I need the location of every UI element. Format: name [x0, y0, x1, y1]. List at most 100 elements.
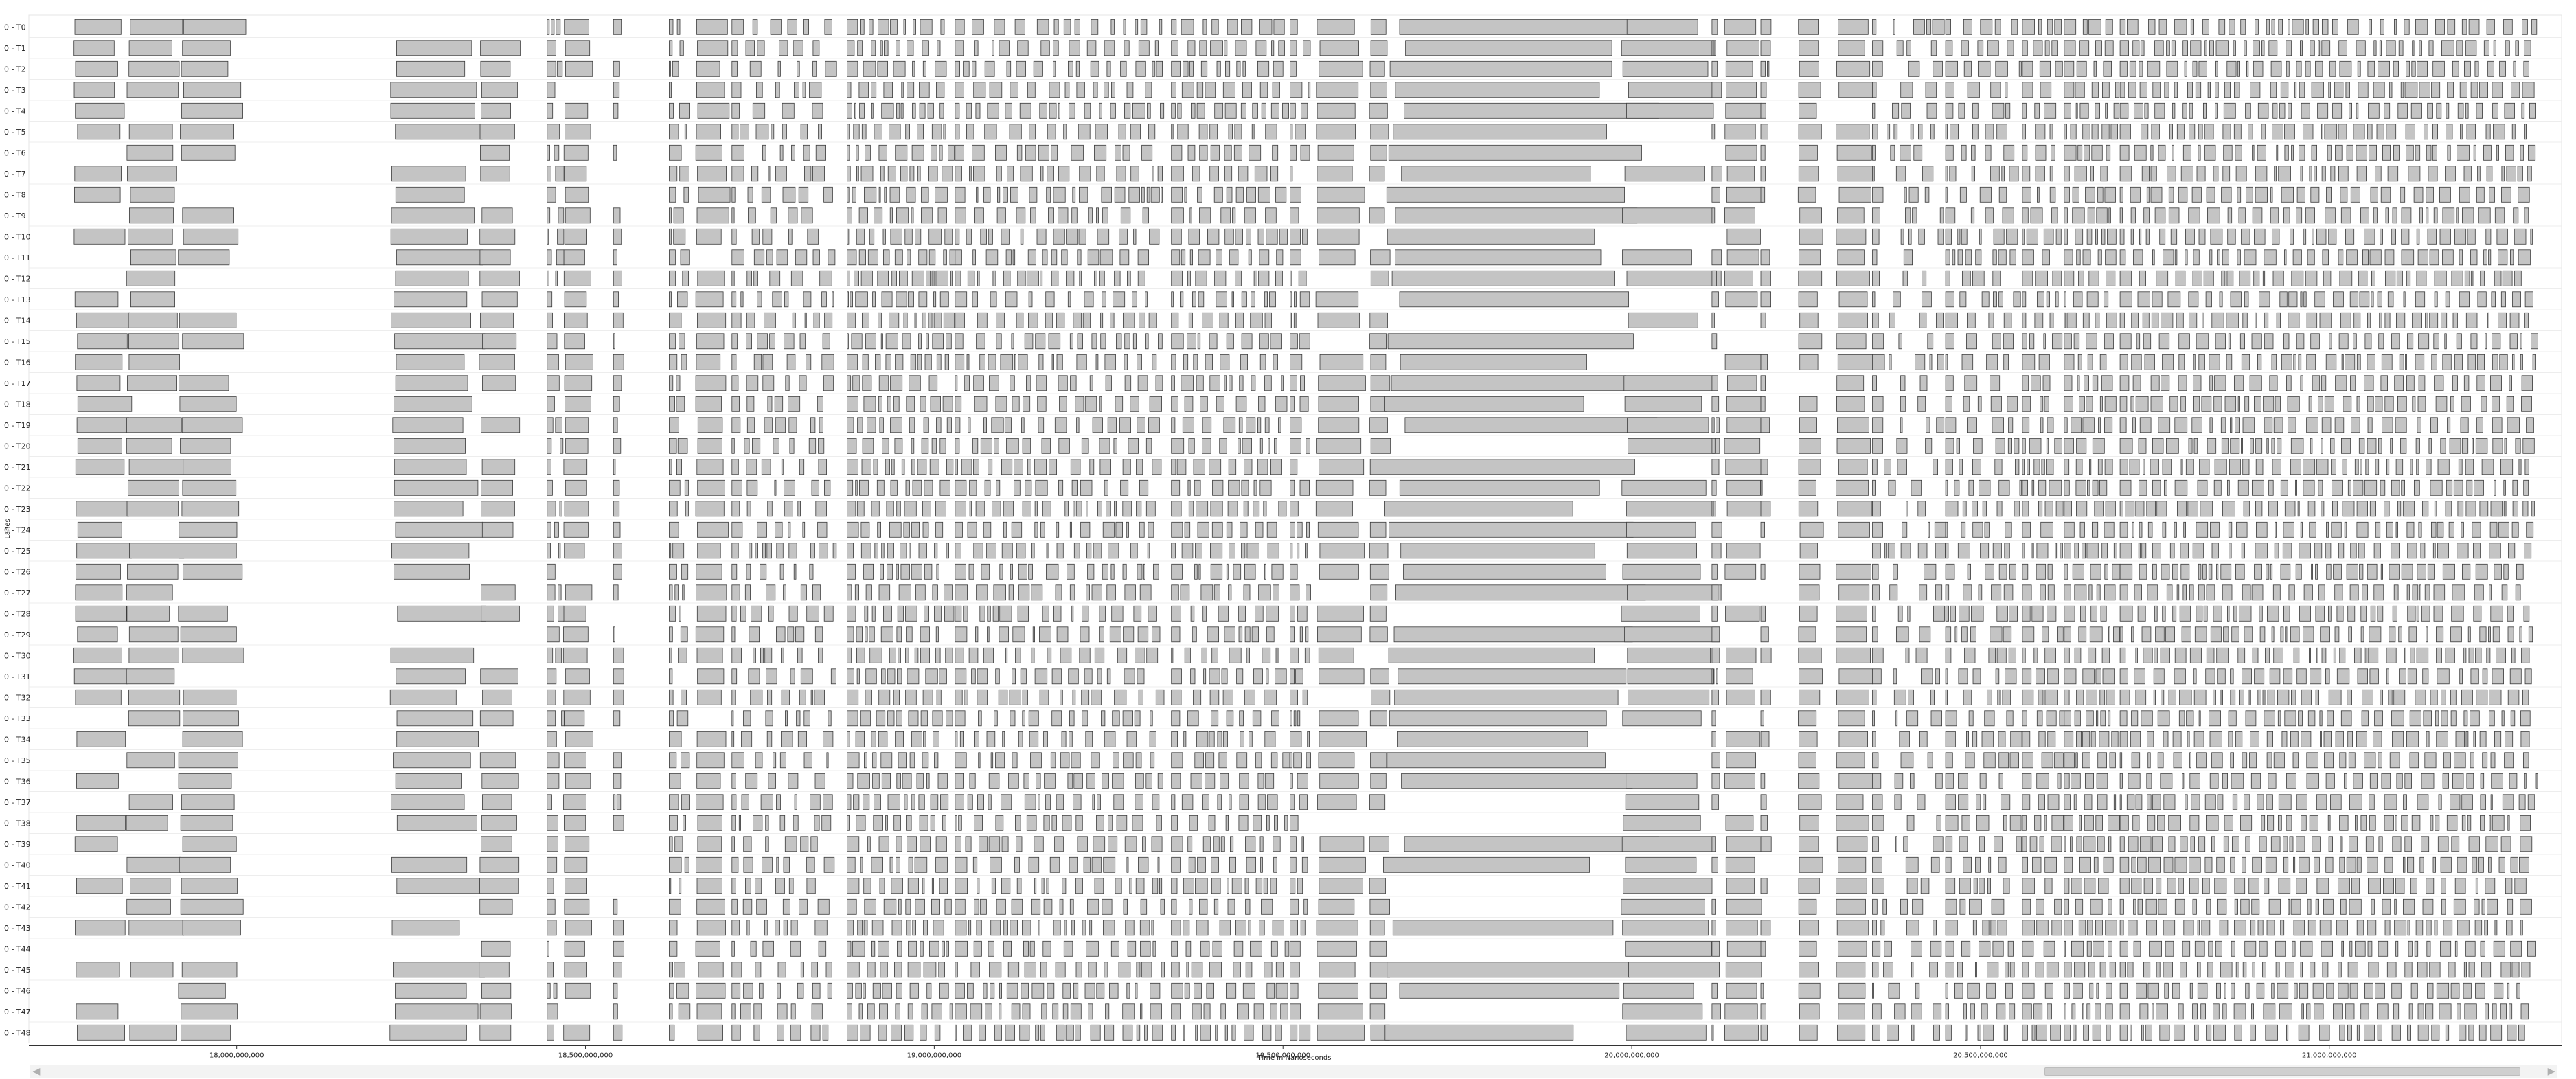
task-bar[interactable] — [2340, 438, 2351, 454]
task-bar[interactable] — [2268, 479, 2274, 496]
task-bar[interactable] — [2250, 920, 2256, 936]
task-bar[interactable] — [1308, 82, 1311, 98]
task-bar[interactable] — [985, 249, 999, 266]
task-bar[interactable] — [1226, 521, 1233, 538]
task-bar[interactable] — [1110, 940, 1119, 957]
task-bar[interactable] — [2491, 396, 2500, 412]
task-bar[interactable] — [2205, 668, 2215, 685]
task-bar[interactable] — [1227, 501, 1238, 517]
task-bar[interactable] — [889, 186, 900, 203]
task-bar[interactable] — [1711, 186, 1720, 203]
task-bar[interactable] — [1711, 920, 1716, 936]
task-bar[interactable] — [2108, 940, 2112, 957]
task-bar[interactable] — [1957, 249, 1963, 266]
task-bar[interactable] — [1103, 920, 1115, 936]
task-bar[interactable] — [2156, 962, 2161, 978]
task-bar[interactable] — [2239, 270, 2251, 286]
task-bar[interactable] — [2367, 940, 2373, 957]
task-bar[interactable] — [2071, 417, 2082, 433]
task-bar[interactable] — [2163, 962, 2174, 978]
task-bar[interactable] — [1998, 731, 2006, 747]
task-bar[interactable] — [2410, 459, 2413, 475]
task-bar[interactable] — [1222, 731, 1228, 747]
task-bar[interactable] — [2174, 647, 2187, 663]
task-bar[interactable] — [793, 40, 803, 56]
task-bar[interactable] — [1152, 166, 1154, 182]
task-bar[interactable] — [1106, 501, 1111, 517]
task-bar[interactable] — [1281, 375, 1284, 391]
task-bar[interactable] — [761, 459, 771, 475]
task-bar[interactable] — [1244, 878, 1249, 894]
task-bar[interactable] — [2022, 417, 2030, 433]
task-bar[interactable] — [2456, 40, 2463, 56]
task-bar[interactable] — [1253, 270, 1257, 286]
task-bar[interactable] — [788, 605, 798, 622]
task-bar[interactable] — [2104, 584, 2116, 601]
task-bar[interactable] — [562, 605, 586, 622]
task-bar[interactable] — [2119, 605, 2133, 622]
task-bar[interactable] — [1106, 60, 1111, 77]
task-bar[interactable] — [1055, 584, 1062, 601]
task-bar[interactable] — [1102, 563, 1108, 580]
task-bar[interactable] — [2105, 102, 2108, 119]
task-bar[interactable] — [914, 312, 917, 328]
task-bar[interactable] — [1122, 501, 1132, 517]
task-bar[interactable] — [2111, 731, 2119, 747]
task-bar[interactable] — [2503, 479, 2506, 496]
task-bar[interactable] — [2100, 166, 2108, 182]
task-bar[interactable] — [562, 647, 588, 663]
task-bar[interactable] — [2406, 521, 2415, 538]
task-bar[interactable] — [2043, 228, 2054, 245]
task-bar[interactable] — [779, 563, 784, 580]
task-bar[interactable] — [1102, 521, 1115, 538]
task-bar[interactable] — [1622, 710, 1702, 727]
task-bar[interactable] — [2487, 312, 2489, 328]
task-bar[interactable] — [2084, 878, 2096, 894]
task-bar[interactable] — [1229, 249, 1239, 266]
task-bar[interactable] — [2391, 479, 2400, 496]
task-bar[interactable] — [2166, 166, 2176, 182]
task-bar[interactable] — [1109, 626, 1121, 643]
task-bar[interactable] — [930, 815, 935, 831]
task-bar[interactable] — [2435, 19, 2446, 35]
task-bar[interactable] — [748, 668, 760, 685]
task-bar[interactable] — [1034, 878, 1037, 894]
task-bar[interactable] — [2221, 438, 2229, 454]
task-bar[interactable] — [946, 459, 954, 475]
task-bar[interactable] — [859, 102, 865, 119]
task-bar[interactable] — [1910, 940, 1922, 957]
task-bar[interactable] — [764, 312, 776, 328]
task-bar[interactable] — [2076, 60, 2087, 77]
task-bar[interactable] — [2450, 626, 2462, 643]
task-bar[interactable] — [2190, 836, 2195, 852]
task-bar[interactable] — [1171, 375, 1175, 391]
task-bar[interactable] — [2119, 459, 2128, 475]
task-bar[interactable] — [2507, 543, 2516, 559]
task-bar[interactable] — [1838, 82, 1874, 98]
task-bar[interactable] — [2049, 312, 2054, 328]
task-bar[interactable] — [1099, 270, 1105, 286]
task-bar[interactable] — [2307, 710, 2316, 727]
task-bar[interactable] — [920, 19, 933, 35]
task-bar[interactable] — [563, 144, 589, 161]
task-bar[interactable] — [2158, 144, 2166, 161]
task-bar[interactable] — [2324, 752, 2334, 769]
task-bar[interactable] — [2287, 396, 2300, 412]
task-bar[interactable] — [2088, 584, 2093, 601]
task-bar[interactable] — [2077, 144, 2083, 161]
task-bar[interactable] — [1200, 940, 1210, 957]
task-bar[interactable] — [1872, 668, 1882, 685]
task-bar[interactable] — [896, 773, 901, 789]
task-bar[interactable] — [762, 940, 774, 957]
task-bar[interactable] — [2150, 396, 2163, 412]
task-bar[interactable] — [2435, 710, 2439, 727]
task-bar[interactable] — [2240, 815, 2253, 831]
task-bar[interactable] — [731, 479, 743, 496]
task-bar[interactable] — [2044, 815, 2047, 831]
task-bar[interactable] — [1319, 563, 1359, 580]
task-bar[interactable] — [1725, 291, 1758, 308]
task-bar[interactable] — [797, 60, 800, 77]
task-bar[interactable] — [2389, 626, 2396, 643]
task-bar[interactable] — [2189, 752, 2192, 769]
task-bar[interactable] — [76, 563, 121, 580]
